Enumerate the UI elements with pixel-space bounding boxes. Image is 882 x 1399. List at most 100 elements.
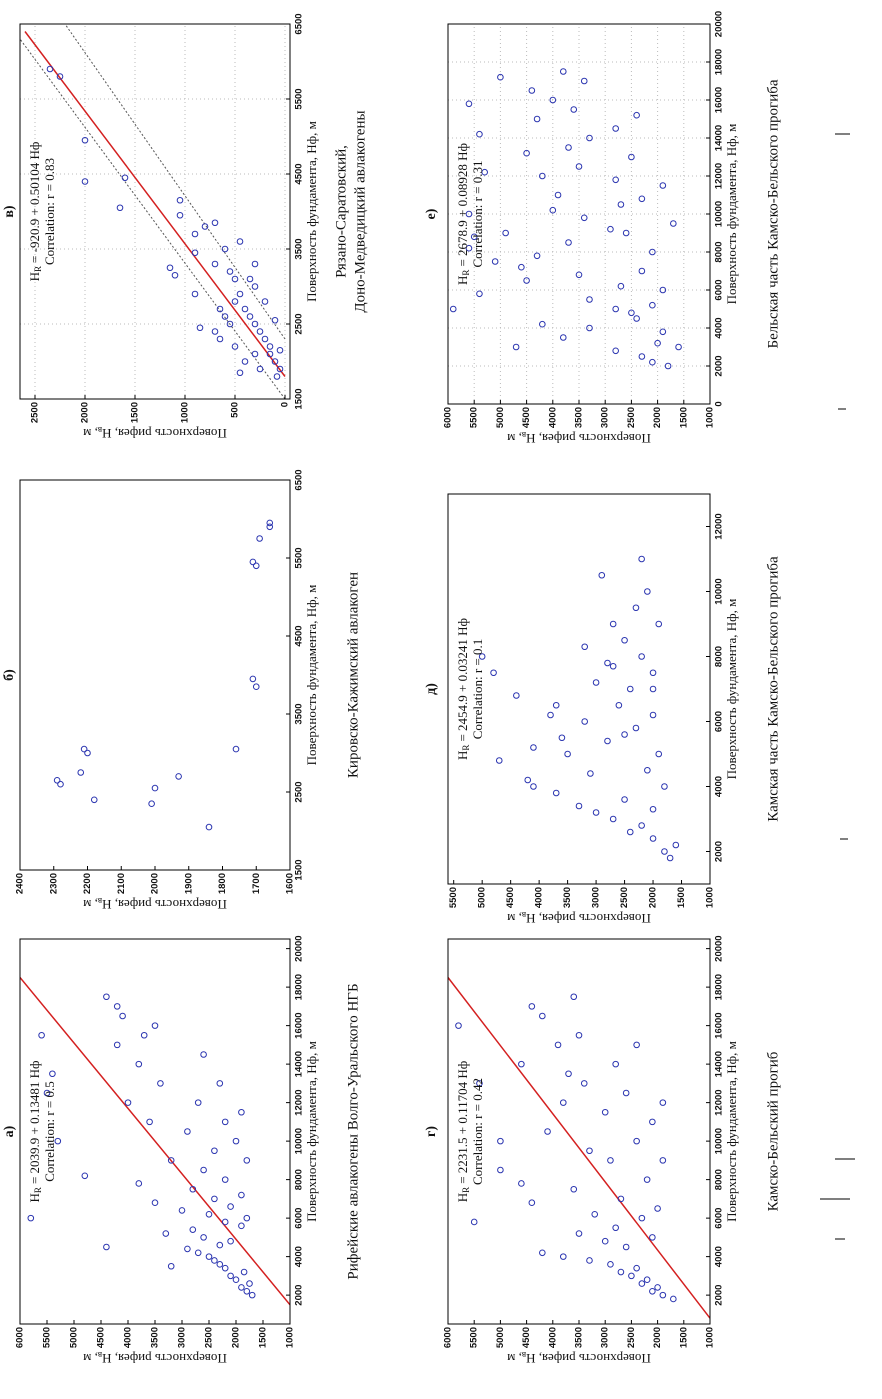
point: [581, 718, 588, 725]
plot-frame: [19, 938, 291, 1325]
point: [157, 1080, 164, 1087]
y-tick-label: 1800: [217, 873, 228, 894]
point: [251, 320, 259, 328]
y-tick-label: 1900: [183, 873, 194, 894]
point: [621, 636, 628, 644]
x-tick-label: 6000: [294, 1208, 305, 1229]
chart-title: а): [2, 1125, 17, 1137]
equation-rhs: = -920.9 + 0.50104 Нф: [27, 142, 42, 263]
point: [649, 358, 656, 366]
point: [184, 1128, 191, 1135]
point: [558, 734, 566, 742]
point: [241, 358, 249, 365]
point: [221, 1176, 229, 1183]
y-tick-label: 1000: [285, 1327, 296, 1348]
x-tick-label: 12000: [714, 163, 725, 189]
point: [617, 201, 625, 208]
point: [666, 854, 674, 862]
point: [211, 260, 219, 268]
point: [559, 1099, 567, 1106]
point: [580, 1080, 588, 1087]
point: [231, 275, 239, 283]
point: [523, 277, 530, 284]
x-tick-label: 4000: [714, 776, 725, 797]
y-tick-label: 2500: [30, 402, 41, 423]
x-tick-label: 20000: [714, 11, 725, 37]
x-axis-label: Поверхность фундамента, Нф, м: [724, 599, 739, 780]
point: [478, 653, 486, 660]
y-axis-label: Поверхность рифея, Hв, м: [507, 1350, 651, 1366]
point: [565, 239, 572, 246]
point: [654, 1205, 661, 1212]
x-tick-label: 4000: [714, 1246, 725, 1267]
plot-frame: [19, 479, 291, 871]
point: [633, 1264, 640, 1272]
y-tick-label: 3500: [150, 1327, 161, 1348]
point: [661, 848, 668, 855]
y-axis-label-end: , м: [83, 897, 98, 912]
point: [655, 620, 663, 628]
plot-frame: [447, 493, 711, 885]
y-tick-label: 5000: [495, 1327, 506, 1348]
equation-rhs: = 2678.9 + 0.08928 Нф: [455, 143, 470, 266]
point: [638, 353, 646, 360]
point: [53, 776, 61, 784]
point: [232, 1137, 240, 1145]
point: [524, 776, 532, 784]
point: [27, 1214, 35, 1222]
correlation: Correlation: r = 0.1: [470, 639, 485, 739]
point: [622, 229, 630, 237]
point: [512, 343, 520, 351]
point: [570, 106, 578, 113]
point: [607, 1261, 614, 1268]
point: [649, 685, 657, 693]
point: [649, 1234, 656, 1241]
point: [200, 1166, 207, 1174]
equation-symbol: H: [27, 1193, 42, 1202]
point: [103, 1243, 110, 1251]
point: [470, 233, 478, 241]
point: [581, 643, 588, 651]
x-tick-label: 8000: [714, 646, 725, 667]
fit-line: [20, 977, 290, 1306]
x-tick-label: 14000: [714, 1051, 725, 1077]
y-tick-label: 6000: [443, 1327, 454, 1348]
y-tick-label: 1000: [705, 407, 716, 428]
point: [227, 1272, 234, 1280]
y-tick-label: 3000: [600, 1327, 611, 1348]
x-tick-label: 4000: [294, 1246, 305, 1267]
point: [612, 1060, 619, 1068]
point: [135, 1180, 143, 1187]
point: [135, 1060, 143, 1068]
x-axis-label: Поверхность фундамента, Нф, м: [304, 585, 319, 766]
plot-frame: [447, 938, 711, 1325]
correlation: Correlation: r = 0.31: [470, 161, 485, 268]
point: [549, 96, 557, 104]
plot: [20, 977, 290, 1306]
point: [178, 1207, 186, 1214]
confidence-line: [20, 38, 286, 399]
point: [607, 1157, 614, 1164]
x-tick-label: 1500: [294, 859, 305, 880]
point: [659, 1157, 667, 1164]
y-tick-label: 2500: [204, 1327, 215, 1348]
point: [604, 737, 611, 745]
x-axis-label: Поверхность фундамента, Нф, м: [724, 124, 739, 305]
point: [476, 290, 483, 298]
point: [570, 993, 578, 1001]
y-tick-label: 1500: [258, 1327, 269, 1348]
point: [528, 1199, 536, 1207]
point: [216, 1261, 224, 1268]
y-tick-label: 4000: [547, 407, 558, 428]
y-axis-label-subscript: в: [98, 425, 102, 435]
point: [241, 305, 249, 313]
y-tick-label: 1000: [705, 1327, 716, 1348]
x-tick-label: 18000: [714, 974, 725, 1000]
point: [119, 1012, 126, 1020]
point: [659, 1099, 667, 1106]
point: [565, 144, 572, 151]
x-tick-label: 3500: [294, 703, 305, 724]
point: [622, 1089, 630, 1097]
point: [148, 800, 155, 807]
